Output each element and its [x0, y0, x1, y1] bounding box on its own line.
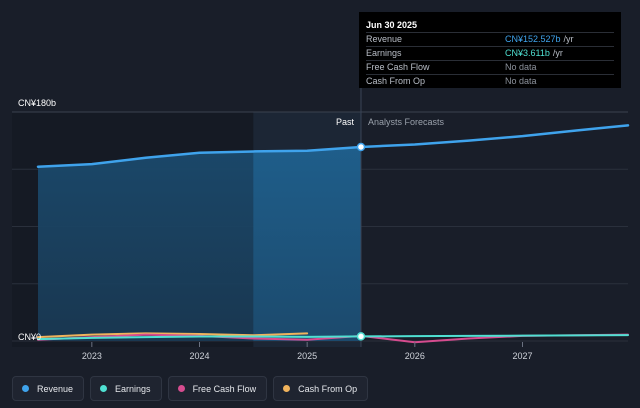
- legend-item-revenue[interactable]: Revenue: [12, 376, 85, 401]
- revenue-dot-icon: [22, 385, 29, 392]
- tooltip-label: Revenue: [366, 34, 403, 44]
- legend-item-cash-from-op[interactable]: Cash From Op: [273, 376, 369, 401]
- tooltip-value: CN¥152.527b: [505, 34, 561, 44]
- free-cash-flow-dot-icon: [177, 385, 185, 392]
- tooltip-unit: /yr: [563, 34, 574, 44]
- legend-label: Revenue: [37, 383, 74, 394]
- tooltip-value: No data: [505, 76, 537, 86]
- x-tick-label: 2023: [82, 351, 102, 361]
- cash-from-op-line: [37, 332, 309, 339]
- earnings-line: [37, 334, 629, 341]
- legend-label: Free Cash Flow: [192, 383, 257, 394]
- legend-label: Cash From Op: [298, 383, 358, 394]
- x-axis-ticks: 2023 2024 2025 2026 2027: [82, 342, 533, 361]
- past-label: Past: [336, 117, 355, 127]
- tooltip-value: No data: [505, 62, 537, 72]
- tooltip-row-cash-from-op: Cash From Op No data: [366, 74, 614, 88]
- tooltip-row-earnings: Earnings CN¥3.611b /yr: [366, 46, 614, 60]
- legend-item-free-cash-flow[interactable]: Free Cash Flow: [167, 376, 268, 401]
- x-tick-label: 2025: [297, 351, 317, 361]
- revenue-marker: [356, 142, 366, 152]
- revenue-line: [36, 124, 630, 168]
- earnings-dot-icon: [100, 385, 108, 392]
- x-tick-label: 2024: [189, 351, 209, 361]
- series-lines: [36, 124, 630, 344]
- y-axis-bottom-label: CN¥0: [18, 332, 41, 342]
- cash-from-op-dot-icon: [283, 385, 291, 392]
- tooltip-value: CN¥3.611b: [505, 48, 550, 58]
- tooltip-label: Free Cash Flow: [366, 62, 430, 72]
- x-tick-label: 2026: [405, 351, 425, 361]
- revenue-area-highlight: [253, 146, 361, 341]
- legend-label: Earnings: [115, 383, 151, 394]
- tooltip-row-revenue: Revenue CN¥152.527b /yr: [366, 32, 614, 46]
- y-axis-top-label: CN¥180b: [18, 98, 56, 108]
- tooltip-label: Earnings: [366, 48, 402, 58]
- forecast-label: Analysts Forecasts: [368, 117, 445, 127]
- tooltip-unit: /yr: [552, 48, 563, 58]
- tooltip-label: Cash From Op: [366, 76, 426, 86]
- tooltip: Jun 30 2025 Revenue CN¥152.527b /yr Earn…: [359, 12, 621, 88]
- tooltip-date: Jun 30 2025: [366, 20, 418, 30]
- legend: Revenue Earnings Free Cash Flow Cash Fro…: [12, 376, 374, 401]
- tooltip-row-free-cash-flow: Free Cash Flow No data: [366, 60, 614, 74]
- hover-markers: [356, 142, 366, 341]
- legend-item-earnings[interactable]: Earnings: [90, 376, 162, 401]
- earnings-marker: [356, 332, 366, 341]
- x-tick-label: 2027: [512, 351, 532, 361]
